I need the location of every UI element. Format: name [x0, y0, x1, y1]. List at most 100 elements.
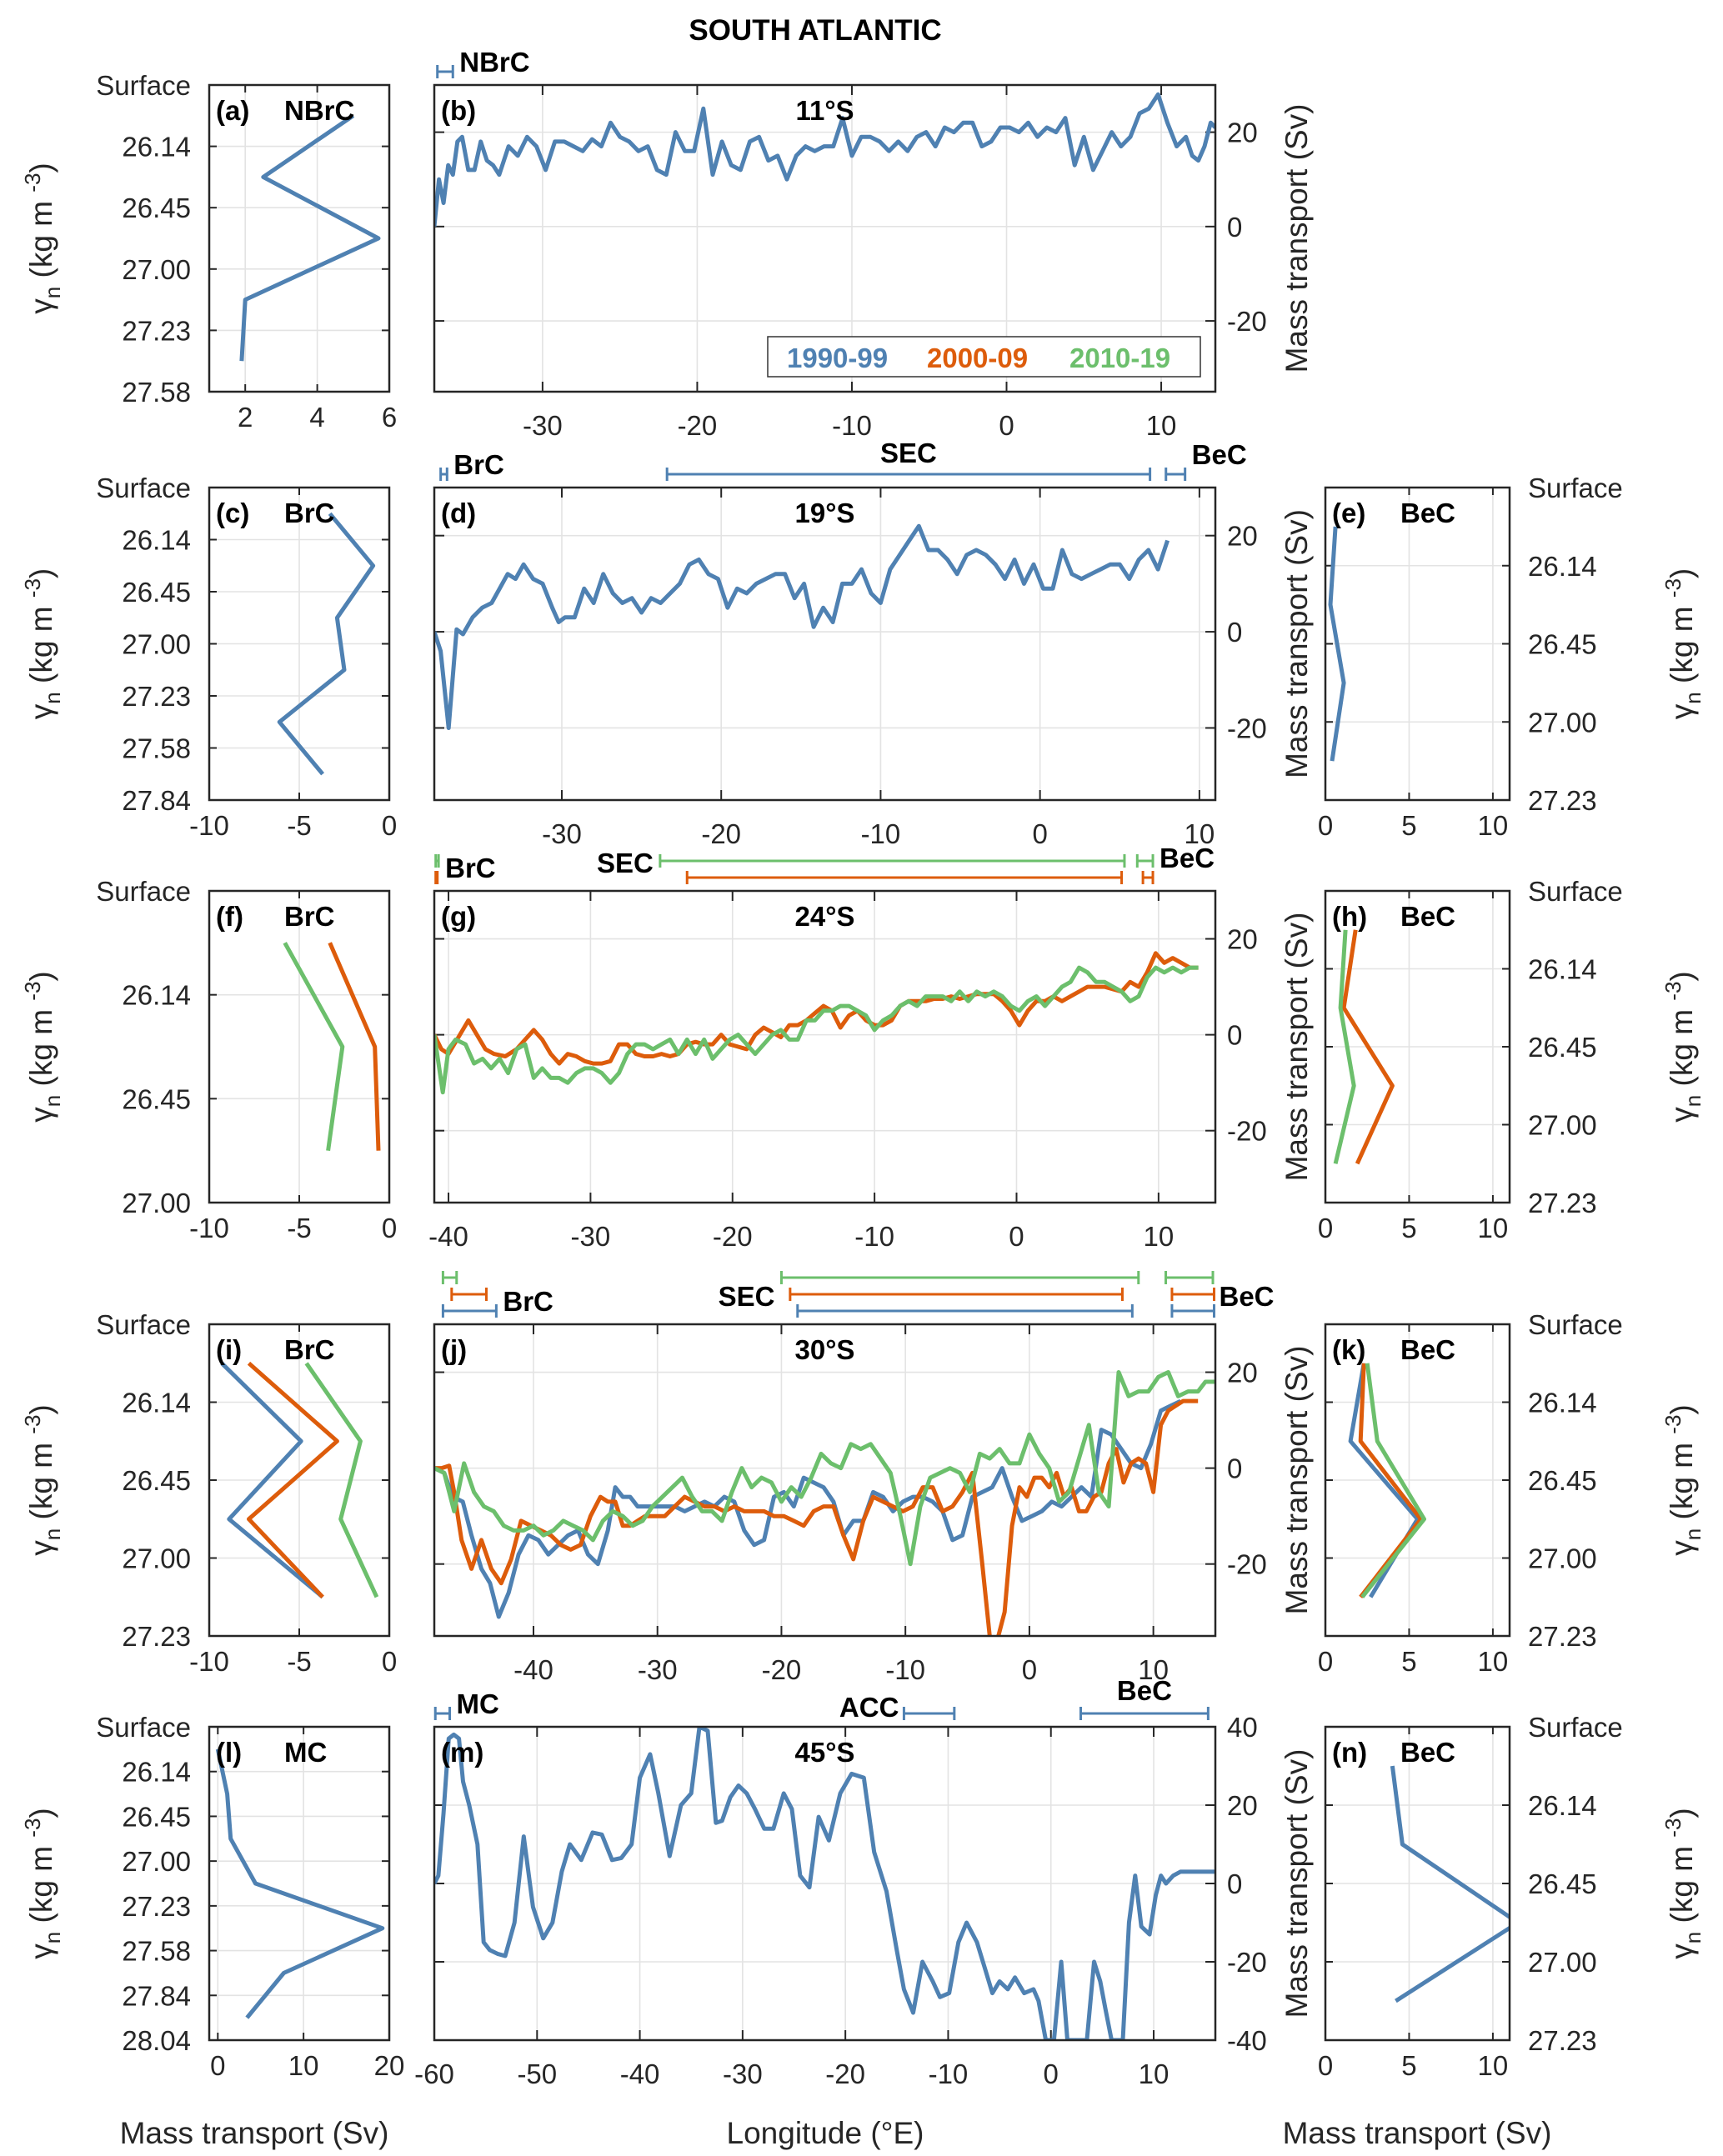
x-tick-label: 20	[374, 2050, 405, 2081]
current-bar-BrC	[434, 871, 439, 884]
panel-letter: (c)	[216, 498, 249, 528]
section-panel-b: -30 -20 -10 0 10 -20 0 20 (b) 11°S Mass transport …	[433, 47, 1314, 441]
transport-axis-label: Mass transport (Sv)	[1280, 1346, 1314, 1615]
current-bar-BeC	[1079, 1707, 1210, 1720]
axes-frame	[208, 486, 391, 802]
current-name-label: BrC	[284, 901, 335, 932]
y-tick-label: 26.14	[122, 980, 191, 1011]
series-line-1990-99	[1328, 526, 1346, 762]
x-tick-label: 0	[382, 810, 397, 841]
current-bar-NBrC	[436, 65, 454, 78]
current-name-label: BrC	[284, 498, 335, 528]
current-bar-BeC	[1170, 1288, 1216, 1301]
y-tick-label: 26.45	[122, 1083, 191, 1114]
current-bar-label: BrC	[445, 853, 496, 883]
current-name-label: BeC	[1400, 498, 1455, 528]
current-bar-BrC	[434, 854, 440, 868]
x-tick-label: 5	[1401, 1213, 1416, 1243]
x-tick-label: -10	[854, 1221, 894, 1252]
transport-axis-label: Mass transport (Sv)	[1280, 913, 1314, 1182]
y-tick-label: 0	[1227, 1453, 1242, 1484]
y-tick-label: -20	[1227, 1549, 1267, 1580]
y-tick-label: 27.00	[1528, 1947, 1597, 1978]
x-tick-label: 0	[1009, 1221, 1024, 1252]
x-tick-label: 10	[1139, 2058, 1170, 2089]
panel-letter: (g)	[441, 901, 476, 932]
current-name-label: BeC	[1400, 1334, 1455, 1365]
x-tick-label: -30	[542, 818, 582, 849]
axes-frame	[433, 889, 1217, 1204]
axes-frame	[433, 83, 1217, 393]
y-tick-label: 26.45	[1528, 1465, 1597, 1496]
density-axis-label: γn (kg m -3)	[1660, 568, 1705, 719]
x-tick-label: -60	[414, 2058, 454, 2089]
current-bar-SEC	[665, 468, 1152, 481]
y-tick-label: 26.14	[122, 132, 191, 163]
latitude-label: 11°S	[795, 95, 854, 126]
y-tick-label: Surface	[1528, 473, 1623, 503]
y-tick-label: 26.14	[1528, 1790, 1597, 1821]
y-tick-label: 27.00	[122, 1188, 191, 1218]
x-tick-label: -10	[861, 818, 901, 849]
latitude-label: 19°S	[795, 498, 855, 528]
current-bar-label: BeC	[1117, 1675, 1172, 1706]
y-tick-label: 27.00	[1528, 1543, 1597, 1574]
current-bar-BrC	[441, 1304, 498, 1318]
x-tick-label: 10	[1478, 810, 1509, 841]
x-tick-label: 10	[288, 2050, 319, 2081]
y-tick-label: 26.45	[1528, 1032, 1597, 1063]
axes-frame	[1324, 486, 1511, 802]
legend-entry-1990-99: 1990-99	[787, 343, 888, 373]
y-tick-label: 27.00	[122, 629, 191, 660]
y-tick-label: 26.45	[122, 1465, 191, 1496]
current-bar-BeC	[1135, 854, 1155, 868]
density-axis-label: γn (kg m -3)	[20, 163, 65, 313]
series-line-2000-09	[247, 1361, 339, 1599]
y-tick-label: 27.00	[122, 1543, 191, 1574]
x-tick-label: -20	[762, 1654, 802, 1685]
x-tick-label: -10	[189, 1646, 229, 1677]
profile-panel-i: -10 -5 0 Surface 26.14 26.45 27.00 27.23 (i) BrC γ…	[20, 1309, 397, 1677]
panel-letter: (k)	[1332, 1334, 1365, 1365]
x-tick-label: 0	[382, 1646, 397, 1677]
series-line-2010-19	[434, 1370, 1215, 1567]
y-tick-label: 26.14	[122, 525, 191, 556]
profile-panel-e: 0 5 10 Surface 26.14 26.45 27.00 27.23 (e) BeC γn …	[1318, 473, 1705, 841]
axes-frame	[1324, 889, 1511, 1204]
latitude-label: 30°S	[795, 1334, 855, 1365]
axes-frame	[208, 889, 391, 1204]
x-tick-label: -30	[638, 1654, 678, 1685]
latitude-label: 45°S	[795, 1737, 855, 1768]
x-axis-label-left: Mass transport (Sv)	[120, 2116, 389, 2150]
density-axis-label: γn (kg m -3)	[1660, 1808, 1705, 1958]
current-name-label: BrC	[284, 1334, 335, 1365]
current-bar-ACC	[902, 1707, 956, 1720]
x-tick-label: -20	[678, 410, 718, 441]
panel-letter: (a)	[216, 95, 249, 126]
x-tick-label: -30	[571, 1221, 611, 1252]
legend-entry-2000-09: 2000-09	[927, 343, 1028, 373]
x-tick-label: -30	[523, 410, 563, 441]
series-line-1990-99	[434, 1398, 1182, 1619]
series-line-2010-19	[304, 1362, 379, 1598]
y-tick-label: 27.58	[122, 1936, 191, 1967]
x-tick-label: 6	[382, 402, 397, 433]
x-tick-label: 0	[382, 1213, 397, 1243]
y-tick-label: 20	[1227, 521, 1258, 552]
current-name-label: BeC	[1400, 901, 1455, 932]
y-tick-label: 27.23	[122, 1891, 191, 1922]
x-tick-label: -20	[825, 2058, 865, 2089]
current-bar-label: SEC	[880, 438, 937, 468]
series-line-1990-99	[220, 1362, 324, 1599]
series-line-1990-99	[434, 1727, 1215, 2040]
y-tick-label: 27.23	[122, 315, 191, 346]
current-bar-SEC	[789, 1288, 1124, 1301]
profile-panel-k: 0 5 10 Surface 26.14 26.45 27.00 27.23 (k) BeC γn …	[1318, 1309, 1705, 1677]
current-bar-label: BrC	[453, 449, 504, 480]
current-bar-BrC	[439, 468, 448, 481]
y-tick-label: Surface	[96, 1309, 191, 1340]
y-tick-label: 27.00	[1528, 1110, 1597, 1141]
x-tick-label: -20	[713, 1221, 753, 1252]
current-bar-label: SEC	[597, 848, 654, 878]
